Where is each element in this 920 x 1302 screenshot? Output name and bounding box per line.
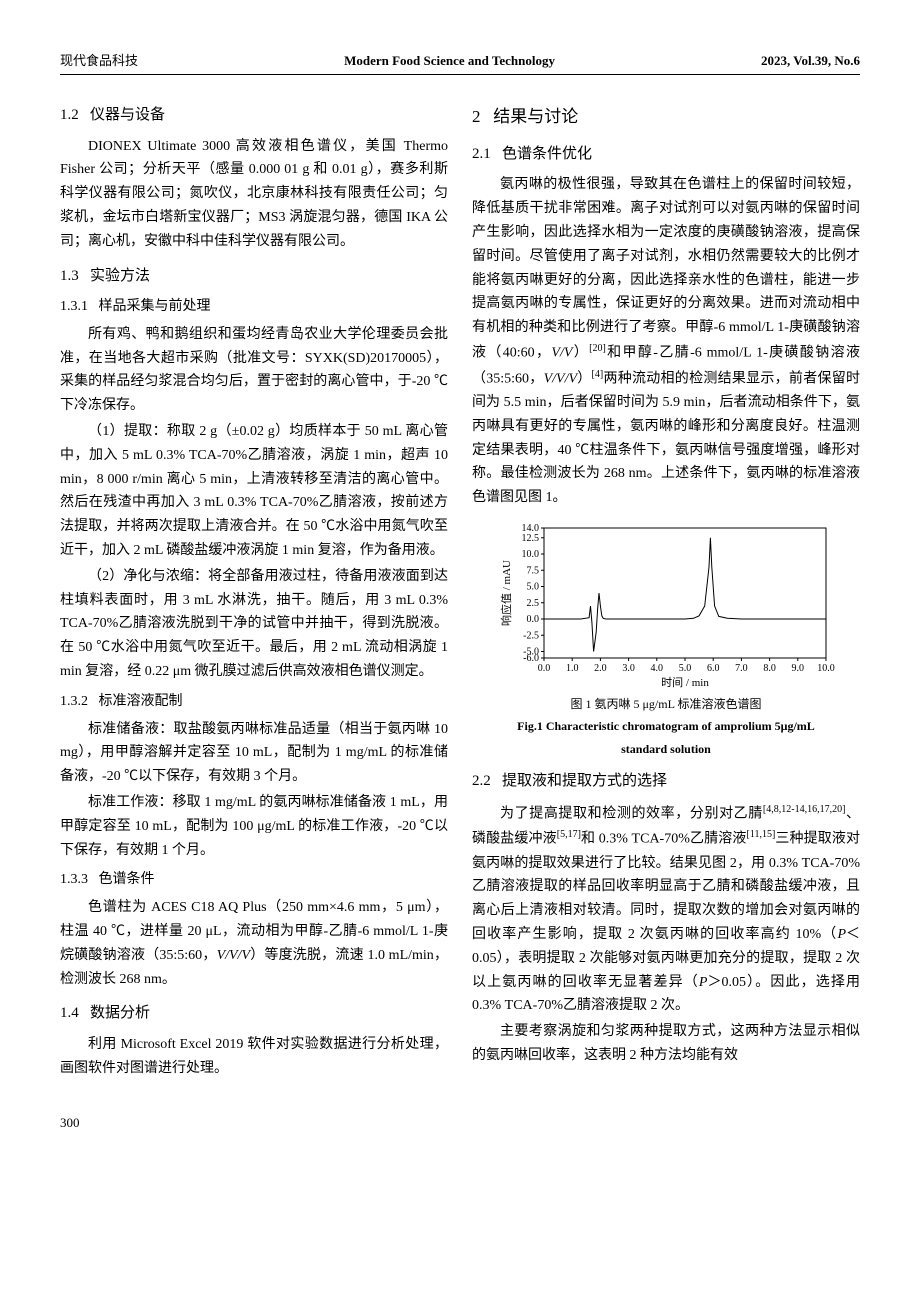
para-extraction: （1）提取：称取 2 g（±0.02 g）均质样本于 50 mL 离心管中，加入… — [60, 420, 448, 563]
figure-1: -6.0-5.0-2.50.02.55.07.510.012.514.00.01… — [472, 520, 860, 759]
section-num: 2 — [472, 107, 481, 126]
section-num: 1.2 — [60, 107, 79, 123]
section-num: 1.4 — [60, 1005, 79, 1021]
chromatogram-chart: -6.0-5.0-2.50.02.55.07.510.012.514.00.01… — [496, 520, 836, 690]
section-num: 1.3 — [60, 268, 79, 284]
svg-text:2.5: 2.5 — [527, 598, 540, 609]
section-title: 数据分析 — [90, 1005, 150, 1021]
svg-text:0.0: 0.0 — [527, 614, 540, 625]
para-optim: 氨丙啉的极性很强，导致其在色谱柱上的保留时间较短，降低基质干扰非常困难。离子对试… — [472, 173, 860, 509]
svg-text:8.0: 8.0 — [763, 663, 776, 674]
para-working: 标准工作液：移取 1 mg/mL 的氨丙啉标准储备液 1 mL，用甲醇定容至 1… — [60, 791, 448, 862]
p2d: 三种提取液对氨丙啉的提取效果进行了比较。结果见图 2，用 0.3% TCA-70… — [472, 832, 860, 942]
para-instruments: DIONEX Ultimate 3000 高效液相色谱仪，美国 Thermo F… — [60, 135, 448, 254]
section-1-3-heading: 1.3 实验方法 — [60, 264, 448, 290]
svg-text:-2.5: -2.5 — [523, 630, 539, 641]
para-chromato: 色谱柱为 ACES C18 AQ Plus（250 mm×4.6 mm，5 μm… — [60, 896, 448, 991]
page-number: 300 — [60, 1112, 860, 1134]
section-title: 色谱条件优化 — [502, 146, 592, 162]
section-1-2-heading: 1.2 仪器与设备 — [60, 103, 448, 129]
subsub-title: 样品采集与前处理 — [99, 299, 211, 314]
para-sample-collect: 所有鸡、鸭和鹅组织和蛋均经青岛农业大学伦理委员会批准，在当地各大超市采购（批准文… — [60, 323, 448, 418]
svg-text:时间 / min: 时间 / min — [661, 676, 709, 689]
cite-20: [20] — [589, 343, 606, 354]
section-title: 仪器与设备 — [90, 107, 165, 123]
section-title: 实验方法 — [90, 268, 150, 284]
svg-text:14.0: 14.0 — [522, 523, 540, 534]
header-left: 现代食品科技 — [60, 50, 138, 72]
svg-text:6.0: 6.0 — [707, 663, 720, 674]
svg-text:12.5: 12.5 — [522, 533, 540, 544]
subsub-title: 色谱条件 — [99, 872, 155, 887]
section-title: 结果与讨论 — [493, 107, 578, 126]
fig1-caption-en2: standard solution — [472, 739, 860, 759]
svg-text:5.0: 5.0 — [679, 663, 692, 674]
svg-text:3.0: 3.0 — [622, 663, 635, 674]
section-2-heading: 2 结果与讨论 — [472, 103, 860, 132]
svg-text:5.0: 5.0 — [527, 581, 540, 592]
two-column-layout: 1.2 仪器与设备 DIONEX Ultimate 3000 高效液相色谱仪，美… — [60, 93, 860, 1082]
para-data-analysis: 利用 Microsoft Excel 2019 软件对实验数据进行分析处理，画图… — [60, 1033, 448, 1081]
para-stock: 标准储备液：取盐酸氨丙啉标准品适量（相当于氨丙啉 10 mg），用甲醇溶解并定容… — [60, 718, 448, 789]
para-optim-c: 两种流动相的检测结果显示，前者保留时间为 5.5 min，后者保留时间为 5.9… — [472, 371, 860, 505]
section-2-1-heading: 2.1 色谱条件优化 — [472, 142, 860, 168]
section-2-2-heading: 2.2 提取液和提取方式的选择 — [472, 769, 860, 795]
svg-text:10.0: 10.0 — [522, 549, 540, 560]
section-1-3-1-heading: 1.3.1 样品采集与前处理 — [60, 295, 448, 319]
svg-text:7.5: 7.5 — [527, 565, 540, 576]
svg-text:响应值 / mAU: 响应值 / mAU — [499, 560, 513, 626]
left-column: 1.2 仪器与设备 DIONEX Ultimate 3000 高效液相色谱仪，美… — [60, 93, 448, 1082]
svg-text:2.0: 2.0 — [594, 663, 607, 674]
svg-text:10.0: 10.0 — [817, 663, 835, 674]
header-right: 2023, Vol.39, No.6 — [761, 50, 860, 72]
header-center: Modern Food Science and Technology — [344, 50, 555, 72]
subsub-title: 标准溶液配制 — [99, 694, 183, 709]
section-title: 提取液和提取方式的选择 — [502, 773, 667, 789]
cite-set2: [5,17] — [557, 829, 581, 840]
svg-text:7.0: 7.0 — [735, 663, 748, 674]
svg-text:9.0: 9.0 — [792, 663, 805, 674]
cite-set3: [11,15] — [746, 829, 775, 840]
page-header: 现代食品科技 Modern Food Science and Technolog… — [60, 50, 860, 75]
subsub-num: 1.3.1 — [60, 299, 88, 314]
para-extract-select: 为了提高提取和检测的效率，分别对乙腈[4,8,12-14,16,17,20]、磷… — [472, 801, 860, 1018]
ratio-vv: V/V — [551, 346, 572, 361]
p2c: 和 0.3% TCA-70%乙腈溶液 — [581, 832, 747, 847]
subsub-num: 1.3.2 — [60, 694, 88, 709]
section-1-4-heading: 1.4 数据分析 — [60, 1001, 448, 1027]
section-1-3-3-heading: 1.3.3 色谱条件 — [60, 868, 448, 892]
ratio-vvv: V/V/V — [217, 948, 250, 963]
svg-text:4.0: 4.0 — [651, 663, 664, 674]
fig1-caption-cn: 图 1 氨丙啉 5 μg/mL 标准溶液色谱图 — [472, 694, 860, 714]
p-italic1: P — [837, 927, 846, 942]
section-num: 2.2 — [472, 773, 491, 789]
cite-set1: [4,8,12-14,16,17,20] — [763, 804, 846, 815]
right-column: 2 结果与讨论 2.1 色谱条件优化 氨丙啉的极性很强，导致其在色谱柱上的保留时… — [472, 93, 860, 1082]
p2a: 为了提高提取和检测的效率，分别对乙腈 — [500, 806, 763, 821]
svg-text:-5.0: -5.0 — [523, 646, 539, 657]
svg-text:1.0: 1.0 — [566, 663, 579, 674]
section-1-3-2-heading: 1.3.2 标准溶液配制 — [60, 690, 448, 714]
svg-text:0.0: 0.0 — [538, 663, 551, 674]
para-purification: （2）净化与浓缩：将全部备用液过柱，待备用液液面到达柱填料表面时，用 3 mL … — [60, 565, 448, 684]
para-optim-a: 氨丙啉的极性很强，导致其在色谱柱上的保留时间较短，降低基质干扰非常困难。离子对试… — [472, 177, 860, 360]
ratio-vvv2: V/V/V — [544, 371, 577, 386]
section-num: 2.1 — [472, 146, 491, 162]
para-method-compare: 主要考察涡旋和匀浆两种提取方式，这两种方法显示相似的氨丙啉回收率，这表明 2 种… — [472, 1020, 860, 1068]
cite-4: [4] — [592, 369, 604, 380]
fig1-caption-en1: Fig.1 Characteristic chromatogram of amp… — [472, 716, 860, 736]
subsub-num: 1.3.3 — [60, 872, 88, 887]
